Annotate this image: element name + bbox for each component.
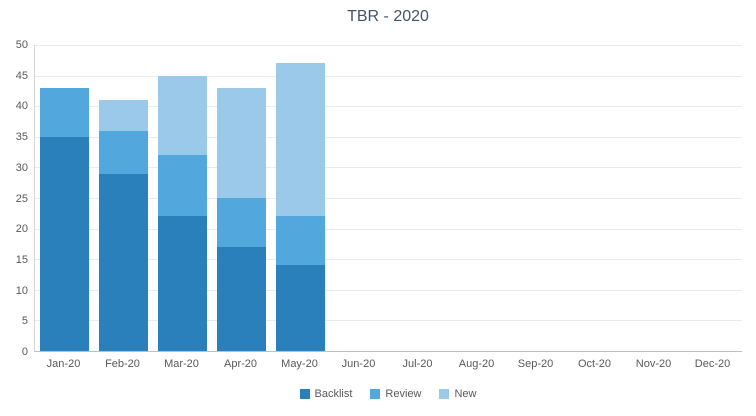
legend-label: Backlist — [314, 388, 353, 400]
bar-column-jun-20 — [330, 45, 389, 351]
bar-segment-review — [157, 155, 207, 217]
bar-segment-new — [98, 100, 148, 131]
x-tick-label: Mar-20 — [164, 358, 199, 370]
bar-segment-backlist — [216, 246, 266, 351]
bar-segment-review — [40, 87, 89, 137]
gridline — [35, 289, 742, 291]
bar-column-dec-20 — [683, 45, 742, 351]
y-tick-label: 5 — [21, 315, 28, 328]
gridline — [35, 106, 742, 108]
bar-segment-backlist — [275, 265, 325, 351]
gridline — [35, 198, 742, 199]
x-tick-label: Jan-20 — [46, 358, 81, 370]
x-tick-label: Jul-20 — [402, 358, 433, 370]
x-tick-label: Sep-20 — [517, 358, 554, 370]
legend-label: New — [454, 388, 477, 400]
legend-item-backlist: Backlist — [299, 388, 353, 400]
y-tick-label: 45 — [15, 69, 28, 82]
legend-swatch — [439, 389, 450, 399]
y-tick-label: 30 — [15, 161, 28, 174]
bar-column-jul-20 — [389, 45, 448, 351]
gridline — [35, 259, 742, 261]
x-tick-label: Oct-20 — [577, 358, 611, 370]
gridline — [35, 167, 742, 169]
bar-segment-review — [98, 130, 148, 174]
y-tick-label: 20 — [15, 223, 28, 236]
bar-column-sep-20 — [506, 45, 565, 351]
bar-column-mar-20 — [153, 45, 212, 351]
gridline — [35, 45, 742, 46]
bar-column-nov-20 — [624, 45, 683, 351]
y-tick-label: 35 — [15, 131, 28, 144]
x-axis-labels: Jan-20 Feb-20 Mar-20 Apr-20 May-20 Jun-20 Jul-… — [34, 358, 742, 370]
gridline — [35, 228, 742, 230]
y-tick-label: 25 — [15, 192, 28, 205]
bar-segment-review — [216, 198, 266, 247]
bar-column-may-20 — [271, 45, 330, 351]
y-tick-label: 40 — [15, 100, 28, 113]
bar-column-aug-20 — [447, 45, 506, 351]
gridline — [35, 320, 742, 322]
bar-segment-backlist — [98, 173, 148, 351]
bar-column-feb-20 — [94, 45, 153, 351]
bar-column-jan-20 — [35, 45, 94, 351]
legend-swatch — [299, 389, 310, 399]
legend-item-review: Review — [370, 388, 421, 400]
x-tick-label: Nov-20 — [635, 358, 672, 370]
x-tick-label: Apr-20 — [223, 358, 258, 370]
bars-container — [35, 45, 742, 351]
gridline — [35, 75, 742, 77]
bar-segment-backlist — [40, 136, 89, 351]
x-tick-label: May-20 — [281, 358, 318, 370]
x-tick-label: Dec-20 — [694, 358, 731, 370]
gridline — [35, 136, 742, 138]
legend-swatch — [370, 389, 381, 399]
bar-column-oct-20 — [565, 45, 624, 351]
y-axis-labels: 0 5 10 15 20 25 30 35 40 45 50 — [0, 39, 28, 358]
legend-item-new: New — [439, 388, 477, 400]
bar-segment-new — [275, 63, 325, 217]
bar-segment-new — [157, 75, 207, 156]
y-tick-label: 10 — [15, 284, 28, 297]
bar-segment-review — [275, 216, 325, 266]
bar-segment-new — [216, 87, 266, 199]
y-tick-label: 0 — [21, 346, 28, 358]
legend-label: Review — [385, 388, 422, 400]
chart-title: TBR - 2020 — [347, 8, 429, 25]
legend: Backlist Review New — [34, 388, 742, 400]
y-tick-label: 15 — [15, 253, 28, 266]
x-tick-label: Aug-20 — [458, 358, 495, 370]
x-tick-label: Feb-20 — [105, 358, 140, 370]
bar-segment-backlist — [157, 216, 207, 351]
bar-column-apr-20 — [212, 45, 271, 351]
y-tick-label: 50 — [15, 39, 28, 51]
x-tick-label: Jun-20 — [341, 358, 376, 370]
plot-area — [34, 45, 742, 352]
